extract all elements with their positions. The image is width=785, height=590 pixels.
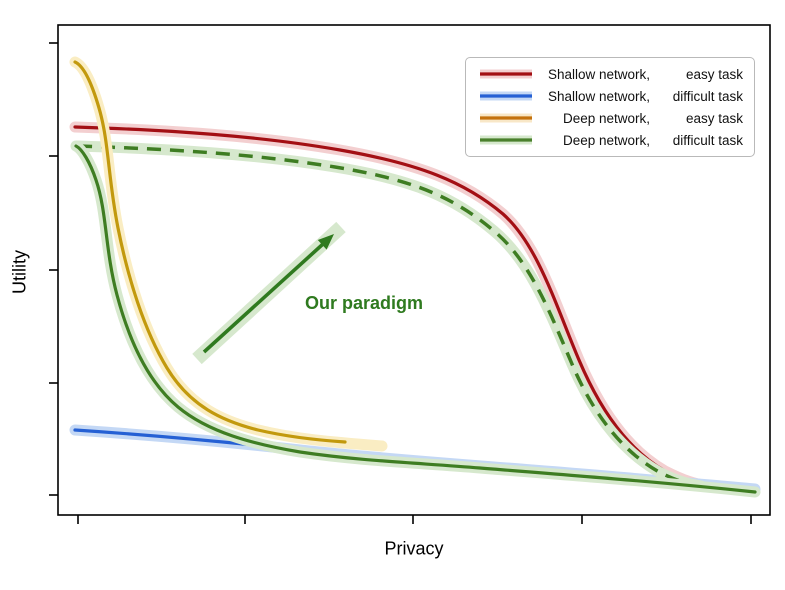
legend-item-shallow-easy: Shallow network, easy task — [479, 63, 747, 85]
legend-task-label: difficult task — [672, 88, 743, 104]
legend-task-label: easy task — [685, 110, 743, 126]
legend-item-shallow-difficult: Shallow network, difficult task — [479, 85, 747, 107]
legend-box: Shallow network, easy task Shallow netwo… — [465, 57, 755, 157]
legend-task-label: difficult task — [672, 132, 743, 148]
legend-task-label: easy task — [685, 66, 743, 82]
legend-line-sample — [480, 91, 532, 101]
series-orange-line — [73, 60, 347, 444]
x-axis-label: Privacy — [384, 538, 444, 559]
axis-ticks — [49, 42, 752, 524]
annotation-label: Our paradigm — [305, 293, 424, 313]
legend-line-sample — [480, 69, 532, 79]
legend-network-label: Deep network, — [562, 132, 650, 148]
legend-line-sample — [480, 113, 532, 123]
legend-line-sample — [480, 135, 532, 145]
legend-network-label: Shallow network, — [547, 88, 650, 104]
series-green-solid-line — [74, 144, 757, 494]
series-orange-band — [69, 56, 388, 452]
series-green-dashed-line — [77, 144, 702, 488]
annotation-arrow-shaft — [202, 242, 325, 354]
y-axis-label: Utility — [9, 250, 30, 294]
legend-item-deep-easy: Deep network, easy task — [479, 107, 747, 129]
annotation-arrowhead-icon — [317, 234, 334, 250]
annotation-arrow — [192, 221, 346, 365]
legend-network-label: Shallow network, — [547, 66, 650, 82]
legend-network-label: Deep network, — [562, 110, 650, 126]
legend-item-deep-difficult: Deep network, difficult task — [479, 129, 747, 151]
